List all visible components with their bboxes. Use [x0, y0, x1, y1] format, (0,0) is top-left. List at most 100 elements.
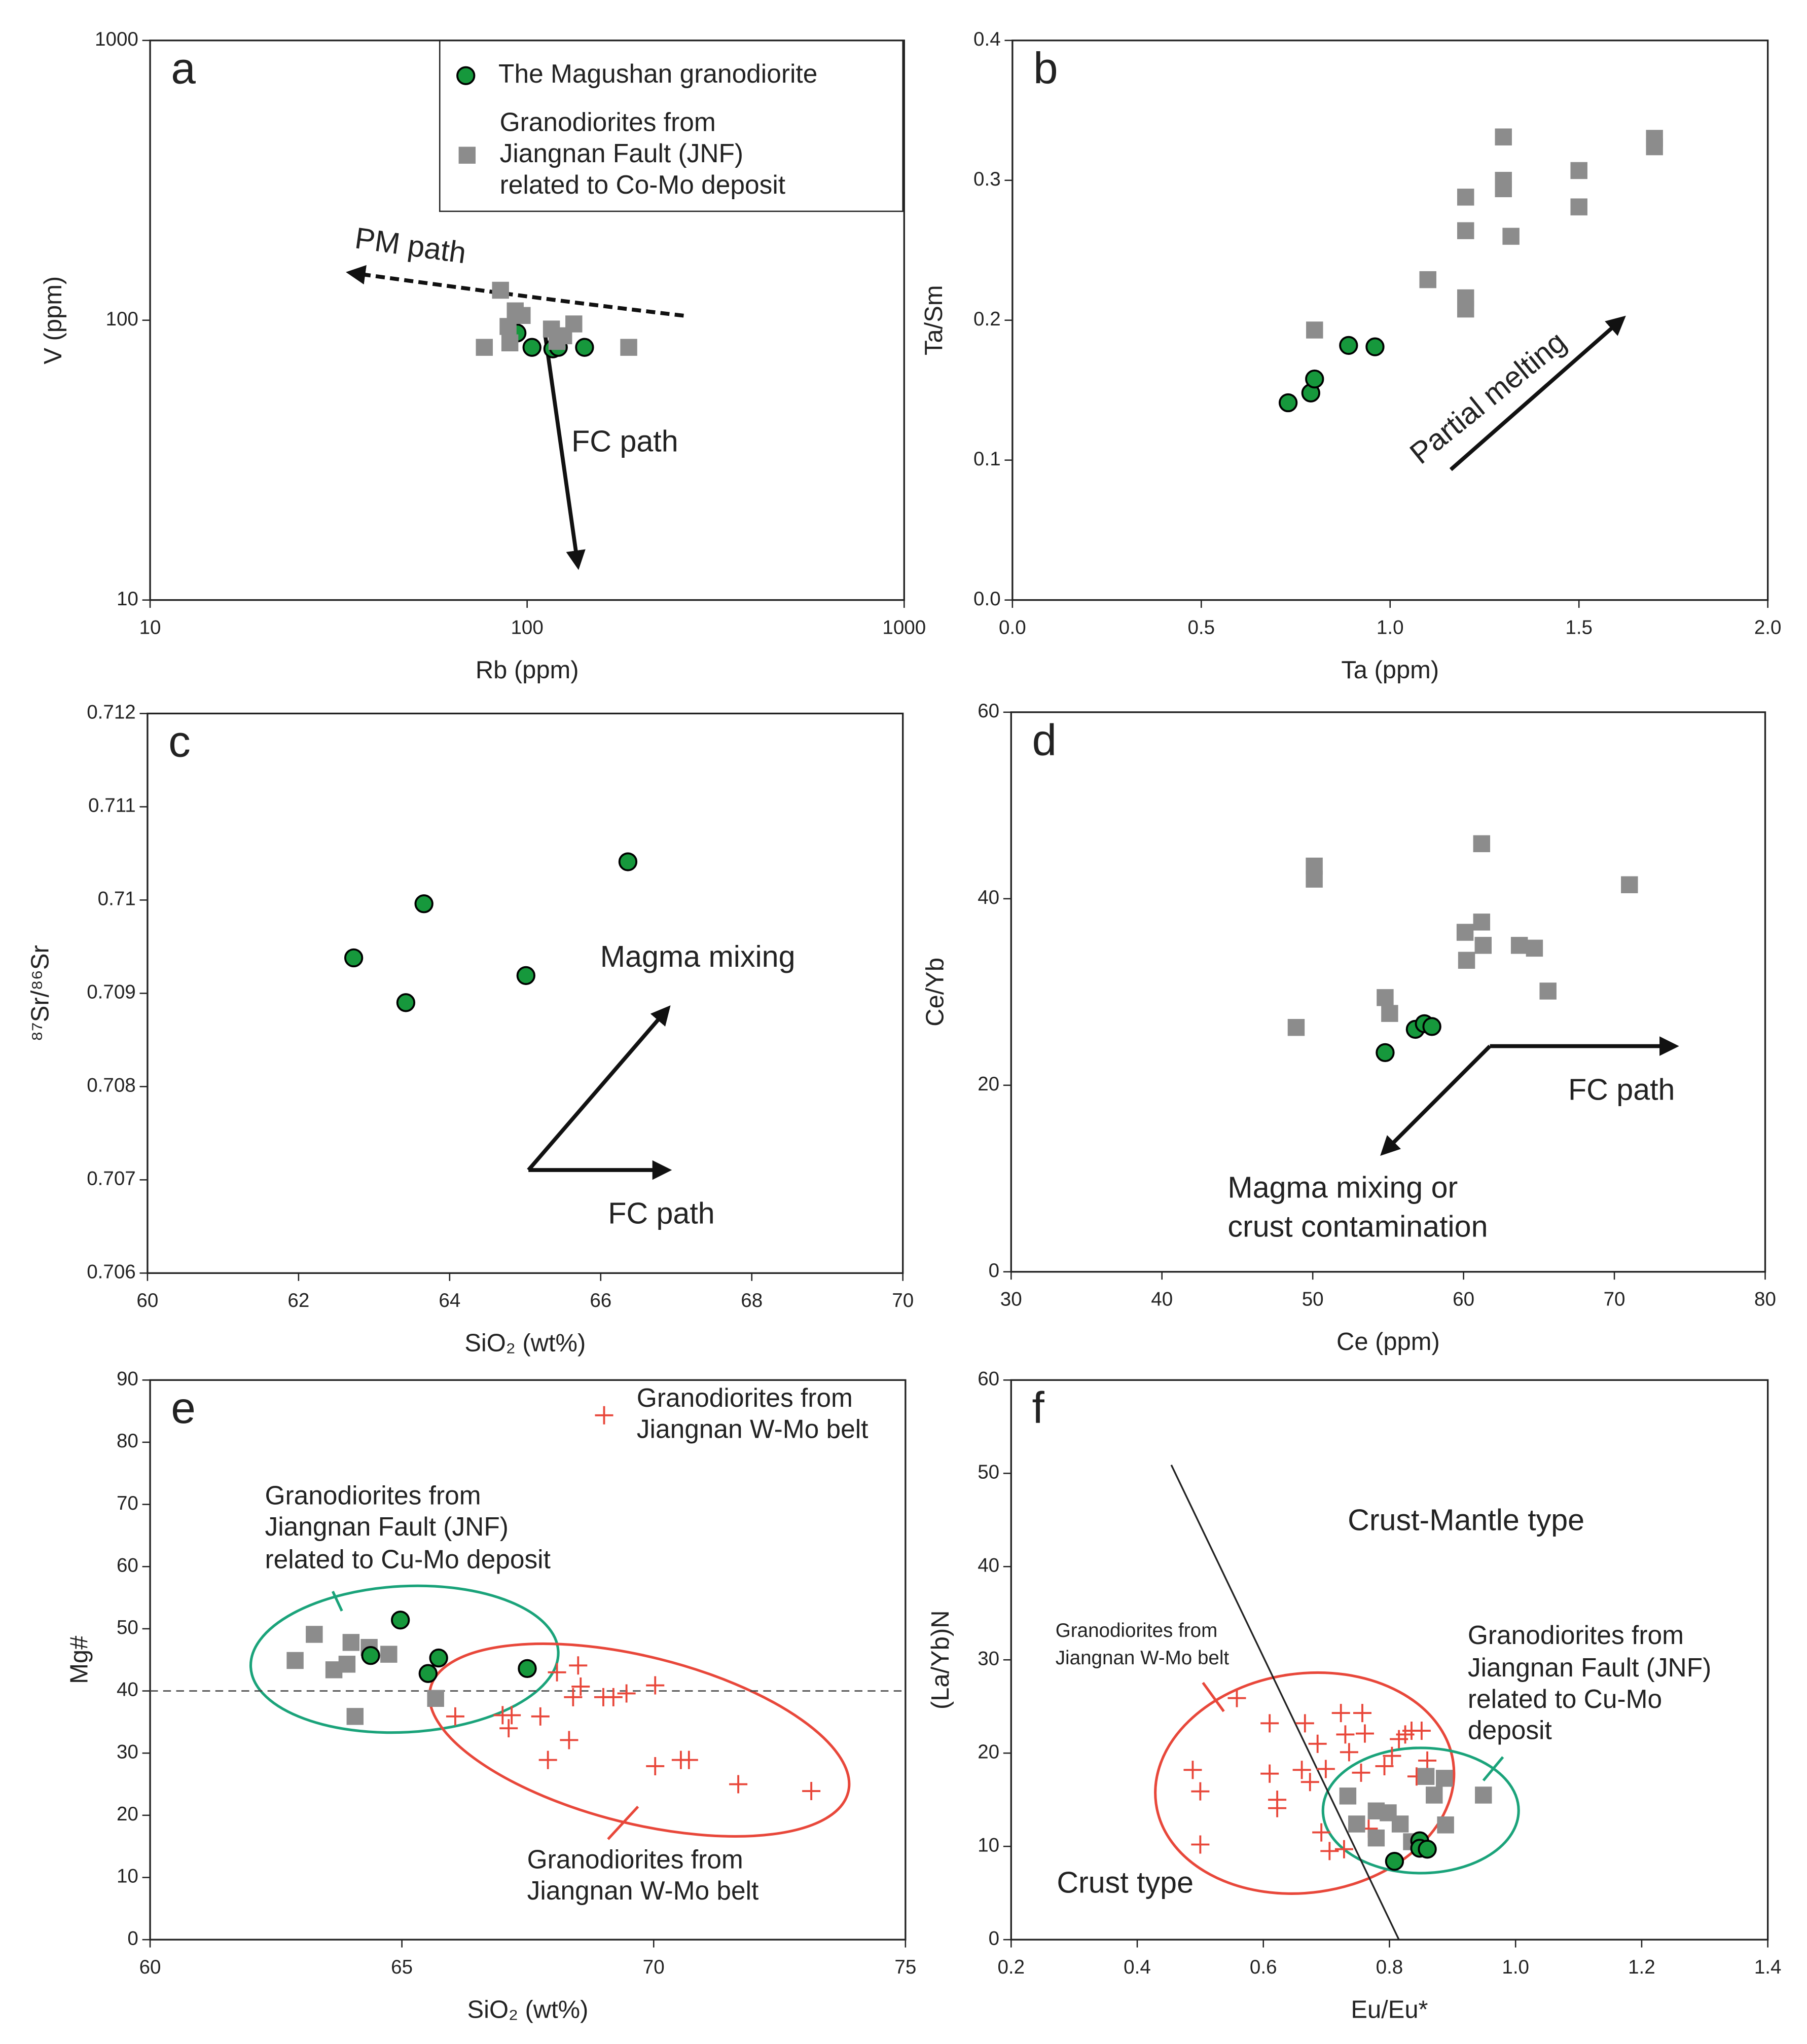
- y-tick-label: 20: [978, 1073, 999, 1095]
- point: [1458, 952, 1475, 969]
- legend-marker: [456, 66, 476, 85]
- x-tick-label: 70: [643, 1956, 665, 1978]
- point: [1419, 271, 1436, 288]
- point: [1306, 870, 1323, 888]
- annotation: PM path: [353, 221, 468, 270]
- point: [1570, 162, 1587, 179]
- y-tick-label: 0.711: [88, 795, 136, 817]
- point: [1331, 1704, 1350, 1723]
- legend-box: [439, 40, 904, 212]
- point: [729, 1775, 748, 1794]
- x-tick-label: 65: [391, 1956, 413, 1978]
- x-tick-label: 30: [1000, 1289, 1022, 1310]
- x-tick-label: 66: [590, 1290, 611, 1311]
- point: [1305, 369, 1324, 389]
- point: [1367, 1829, 1385, 1847]
- annotation: Jiangnan W-Mo belt: [1056, 1647, 1230, 1669]
- point: [565, 315, 583, 333]
- point: [1339, 336, 1358, 355]
- x-axis-label: Rb (ppm): [476, 656, 579, 684]
- point: [1510, 937, 1528, 954]
- x-tick-label: 64: [439, 1290, 460, 1311]
- wmo-ellipse: [1154, 1671, 1456, 1895]
- mixing-arrow: [1380, 1044, 1492, 1156]
- point: [1340, 1743, 1358, 1762]
- x-tick-label: 40: [1151, 1289, 1173, 1310]
- mixing-arrow: [527, 1005, 671, 1172]
- boundary-line: [1170, 1464, 1400, 1940]
- point: [306, 1626, 323, 1643]
- point: [531, 1707, 550, 1726]
- point: [380, 1646, 397, 1663]
- y-tick-label: 20: [117, 1803, 138, 1825]
- point: [1339, 1787, 1357, 1805]
- point: [286, 1652, 304, 1669]
- y-tick-label: 0.712: [87, 702, 136, 723]
- point: [1260, 1764, 1279, 1783]
- point: [1391, 1815, 1409, 1833]
- point: [1295, 1714, 1314, 1733]
- point: [502, 1706, 521, 1725]
- point: [575, 338, 594, 357]
- legend-label: Granodiorites from Jiangnan W-Mo belt: [637, 1382, 869, 1443]
- y-tick-label: 0.1: [973, 448, 1001, 470]
- point: [569, 1656, 588, 1675]
- point: [1473, 914, 1491, 931]
- y-tick-label: 40: [978, 887, 999, 908]
- y-tick-label: 100: [106, 308, 138, 330]
- point: [429, 1648, 448, 1668]
- x-axis-label: Eu/Eu*: [1351, 1996, 1428, 2024]
- leader: [331, 1591, 343, 1612]
- x-tick-label: 50: [1302, 1289, 1324, 1310]
- plot-frame: [147, 712, 904, 1274]
- x-tick-label: 70: [1604, 1289, 1625, 1310]
- x-tick-label: 62: [287, 1290, 309, 1311]
- x-tick-label: 1.5: [1565, 616, 1593, 638]
- melting-arrow: [1449, 315, 1626, 471]
- annotation: Magma mixing: [600, 939, 796, 973]
- point: [560, 1731, 579, 1749]
- x-tick-label: 0.2: [997, 1956, 1025, 1978]
- annotation: Crust type: [1057, 1866, 1194, 1900]
- legend-label: Granodiorites from Jiangnan Fault (JNF) re…: [500, 107, 785, 199]
- point: [1268, 1799, 1287, 1817]
- point: [538, 1750, 557, 1769]
- x-axis-label: SiO₂ (wt%): [464, 1330, 586, 1357]
- x-tick-label: 80: [1754, 1289, 1776, 1310]
- annotation: FC path: [1568, 1072, 1675, 1106]
- point: [1191, 1782, 1210, 1801]
- point: [1355, 1724, 1374, 1743]
- point: [1412, 1722, 1431, 1740]
- legend-marker: [595, 1406, 613, 1425]
- y-tick-label: 0: [989, 1260, 999, 1282]
- y-tick-label: 20: [978, 1741, 999, 1763]
- point: [1456, 924, 1474, 941]
- y-tick-label: 0.4: [973, 28, 1001, 50]
- y-axis-label: Ta/Sm: [920, 285, 948, 355]
- y-tick-label: 60: [978, 1368, 999, 1390]
- x-tick-label: 75: [894, 1956, 916, 1978]
- point: [414, 894, 433, 914]
- y-tick-label: 0.707: [87, 1168, 136, 1190]
- y-tick-label: 40: [117, 1679, 138, 1701]
- point: [499, 1719, 518, 1738]
- point: [1457, 300, 1474, 318]
- jnf-ellipse: [249, 1584, 560, 1734]
- point: [1457, 189, 1474, 206]
- point: [338, 1656, 356, 1673]
- annotation: Crust-Mantle type: [1348, 1503, 1584, 1537]
- leader: [607, 1805, 639, 1840]
- y-tick-label: 50: [978, 1461, 999, 1483]
- point: [1352, 1763, 1370, 1782]
- annotation: Jiangnan Fault (JNF): [265, 1512, 508, 1541]
- leader: [1482, 1756, 1504, 1781]
- point: [501, 334, 519, 352]
- legend-label: The Magushan granodiorite: [498, 59, 817, 88]
- point: [1539, 982, 1557, 1000]
- x-tick-label: 1.0: [1502, 1956, 1529, 1978]
- y-tick-label: 30: [978, 1648, 999, 1669]
- point: [514, 307, 531, 324]
- annotation: Magma mixing or: [1227, 1170, 1458, 1204]
- arrows: [346, 265, 1679, 1180]
- plot-frame: [1011, 40, 1769, 601]
